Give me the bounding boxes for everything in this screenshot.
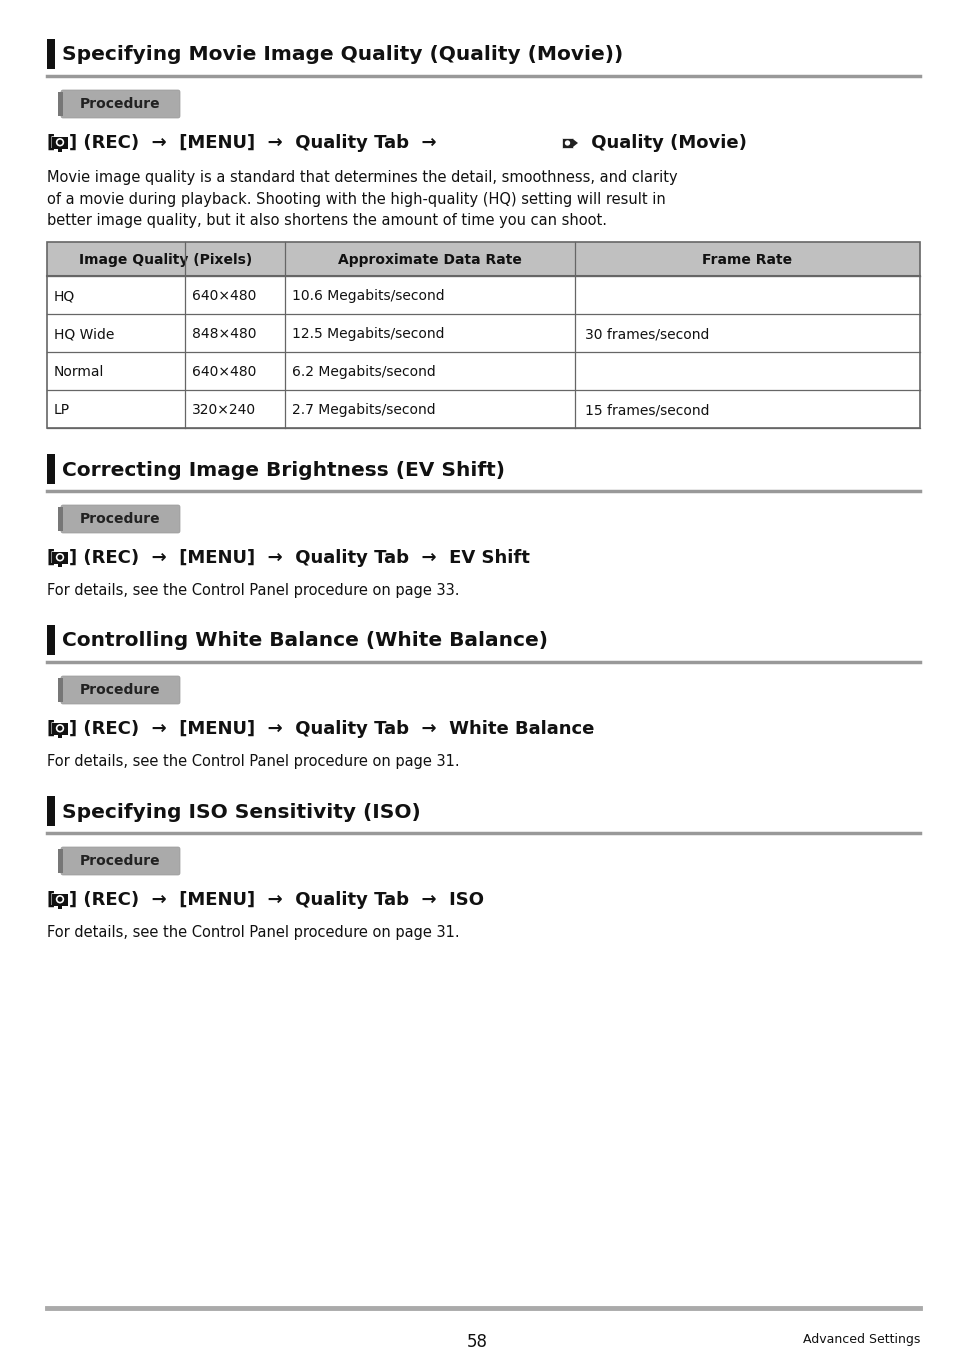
- Text: For details, see the Control Panel procedure on page 31.: For details, see the Control Panel proce…: [47, 754, 459, 769]
- Circle shape: [57, 555, 63, 560]
- Text: 320×240: 320×240: [192, 403, 255, 417]
- Bar: [52, 137, 68, 149]
- Circle shape: [57, 140, 63, 145]
- Circle shape: [57, 897, 63, 902]
- Bar: [47, 313, 919, 351]
- Text: Procedure: Procedure: [80, 854, 161, 868]
- Text: 12.5 Megabits/second: 12.5 Megabits/second: [292, 327, 444, 341]
- Text: Procedure: Procedure: [80, 512, 161, 527]
- Text: 30 frames/second: 30 frames/second: [584, 327, 709, 341]
- Text: ] (REC)  →  [MENU]  →  Quality Tab  →  EV Shift: ] (REC) → [MENU] → Quality Tab → EV Shif…: [69, 550, 529, 567]
- Bar: [58, 906, 62, 909]
- Circle shape: [55, 725, 64, 733]
- Text: 10.6 Megabits/second: 10.6 Megabits/second: [292, 289, 444, 303]
- FancyBboxPatch shape: [61, 676, 180, 704]
- Text: 2.7 Megabits/second: 2.7 Megabits/second: [292, 403, 436, 417]
- Text: Specifying Movie Image Quality (Quality (Movie)): Specifying Movie Image Quality (Quality …: [62, 46, 622, 65]
- Text: Procedure: Procedure: [80, 683, 161, 697]
- Bar: [58, 565, 62, 567]
- Text: ] (REC)  →  [MENU]  →  Quality Tab  →  ISO: ] (REC) → [MENU] → Quality Tab → ISO: [69, 892, 483, 909]
- Text: Procedure: Procedure: [80, 96, 161, 111]
- Text: Specifying ISO Sensitivity (ISO): Specifying ISO Sensitivity (ISO): [62, 802, 420, 821]
- Bar: [58, 849, 63, 873]
- Text: 640×480: 640×480: [192, 365, 256, 379]
- Text: Advanced Settings: Advanced Settings: [801, 1333, 919, 1346]
- Text: Movie image quality is a standard that determines the detail, smoothness, and cl: Movie image quality is a standard that d…: [47, 170, 677, 228]
- Text: [: [: [47, 550, 55, 567]
- Text: Image Quality (Pixels): Image Quality (Pixels): [79, 252, 253, 267]
- Bar: [52, 894, 68, 906]
- Text: Approximate Data Rate: Approximate Data Rate: [337, 252, 521, 267]
- Bar: [47, 797, 55, 826]
- Text: 15 frames/second: 15 frames/second: [584, 403, 709, 417]
- Text: ] (REC)  →  [MENU]  →  Quality Tab  →  White Balance: ] (REC) → [MENU] → Quality Tab → White B…: [69, 721, 594, 738]
- Bar: [47, 275, 919, 313]
- Bar: [47, 626, 55, 655]
- Bar: [58, 92, 63, 115]
- Text: HQ Wide: HQ Wide: [54, 327, 114, 341]
- Polygon shape: [572, 138, 578, 147]
- Circle shape: [55, 896, 64, 904]
- FancyBboxPatch shape: [61, 505, 180, 533]
- Bar: [58, 735, 62, 738]
- Circle shape: [55, 554, 64, 562]
- Text: Correcting Image Brightness (EV Shift): Correcting Image Brightness (EV Shift): [62, 460, 504, 479]
- Text: 58: 58: [466, 1333, 487, 1352]
- Text: For details, see the Control Panel procedure on page 31.: For details, see the Control Panel proce…: [47, 925, 459, 940]
- Text: 848×480: 848×480: [192, 327, 256, 341]
- Text: ] (REC)  →  [MENU]  →  Quality Tab  →: ] (REC) → [MENU] → Quality Tab →: [69, 134, 436, 152]
- Bar: [58, 678, 63, 702]
- Bar: [47, 455, 55, 484]
- Text: Quality (Movie): Quality (Movie): [584, 134, 746, 152]
- Text: Controlling White Balance (White Balance): Controlling White Balance (White Balance…: [62, 631, 547, 650]
- Bar: [58, 149, 62, 152]
- Circle shape: [564, 140, 570, 145]
- Text: Normal: Normal: [54, 365, 104, 379]
- Text: [: [: [47, 721, 55, 738]
- Text: For details, see the Control Panel procedure on page 33.: For details, see the Control Panel proce…: [47, 584, 459, 598]
- Bar: [47, 242, 919, 427]
- Bar: [47, 351, 919, 389]
- Bar: [58, 508, 63, 531]
- Circle shape: [57, 726, 63, 731]
- Bar: [52, 723, 68, 735]
- Text: HQ: HQ: [54, 289, 75, 303]
- Circle shape: [55, 138, 64, 147]
- Text: [: [: [47, 134, 55, 152]
- Bar: [561, 138, 572, 148]
- Text: Frame Rate: Frame Rate: [701, 252, 792, 267]
- Bar: [47, 389, 919, 427]
- FancyBboxPatch shape: [61, 90, 180, 118]
- Text: 6.2 Megabits/second: 6.2 Megabits/second: [292, 365, 436, 379]
- Text: 640×480: 640×480: [192, 289, 256, 303]
- Bar: [47, 242, 919, 275]
- Bar: [47, 39, 55, 69]
- Text: [: [: [47, 892, 55, 909]
- Text: LP: LP: [54, 403, 71, 417]
- Bar: [52, 552, 68, 565]
- FancyBboxPatch shape: [61, 847, 180, 875]
